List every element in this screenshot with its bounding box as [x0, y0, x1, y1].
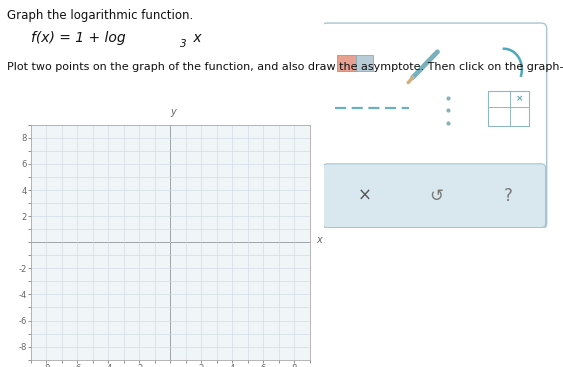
Text: x: x	[316, 235, 321, 245]
FancyBboxPatch shape	[323, 164, 546, 228]
Text: f(x) = 1 + log: f(x) = 1 + log	[31, 31, 126, 45]
Text: ×: ×	[516, 95, 524, 103]
Text: ↺: ↺	[430, 187, 443, 205]
Text: Graph the logarithmic function.: Graph the logarithmic function.	[7, 9, 193, 22]
FancyBboxPatch shape	[488, 91, 529, 126]
Polygon shape	[337, 55, 356, 71]
Text: y: y	[170, 107, 176, 117]
Text: 3: 3	[180, 39, 187, 48]
Polygon shape	[337, 55, 373, 71]
Text: Plot two points on the graph of the function, and also draw the asymptote. Then : Plot two points on the graph of the func…	[7, 62, 563, 72]
FancyBboxPatch shape	[321, 23, 547, 229]
Text: x: x	[189, 31, 201, 45]
Text: ×: ×	[358, 187, 371, 205]
Text: ?: ?	[504, 187, 513, 205]
